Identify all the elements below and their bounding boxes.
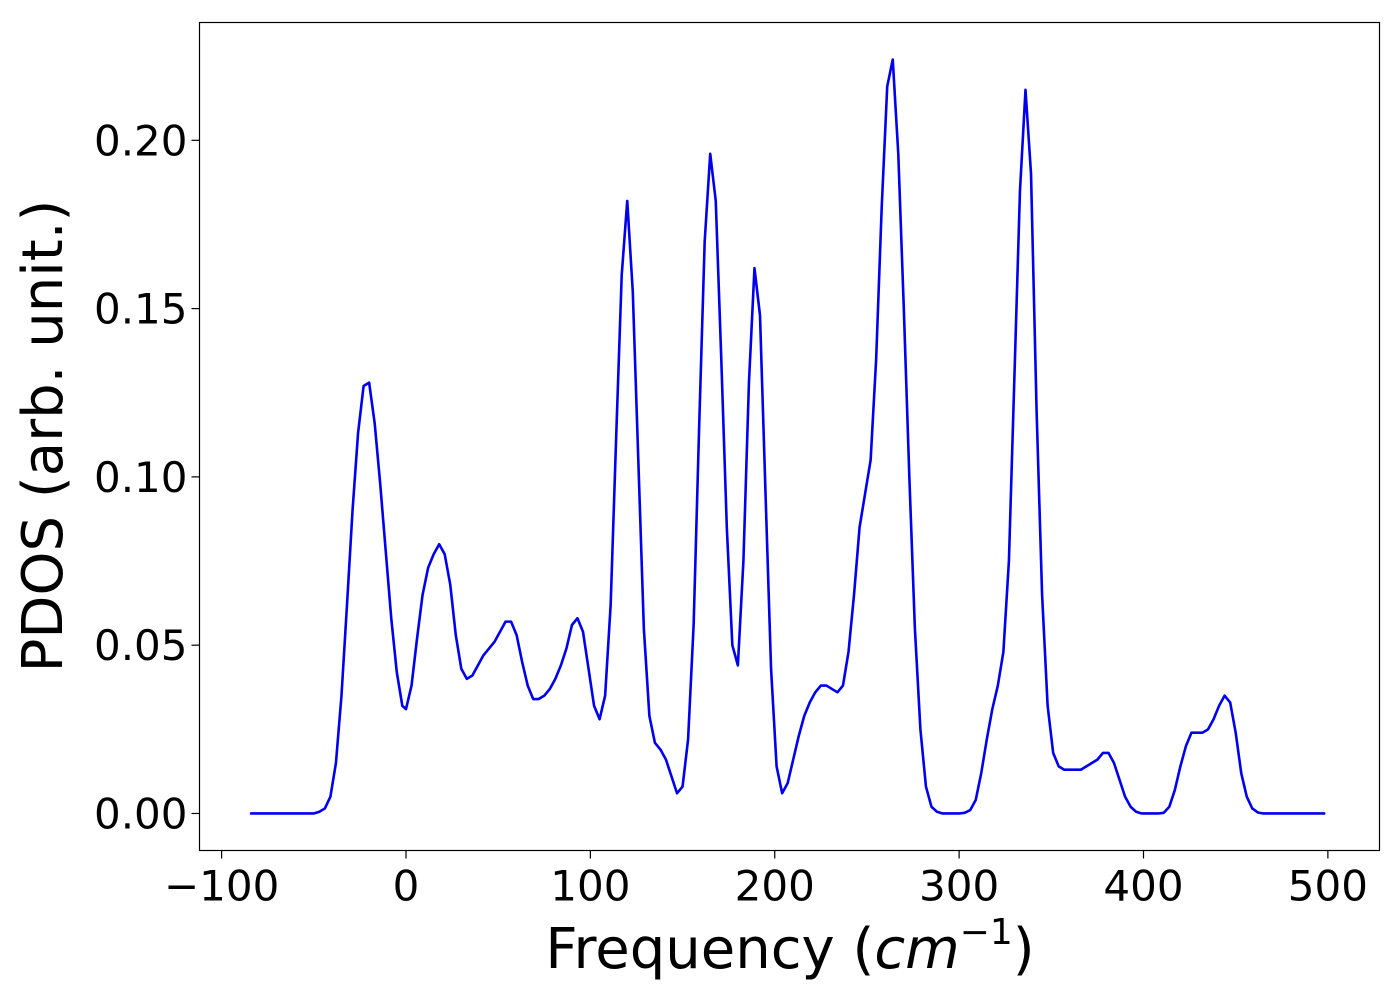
x-tick-label: −100 bbox=[164, 862, 279, 911]
y-tick-label: 0.00 bbox=[94, 789, 188, 838]
y-axis-label: PDOS (arb. unit.) bbox=[11, 200, 76, 673]
x-tick-label: 200 bbox=[735, 862, 815, 911]
y-tick-label: 0.20 bbox=[94, 116, 188, 165]
x-tick-label: 100 bbox=[550, 862, 630, 911]
y-ticks: 0.00 0.05 0.10 0.15 0.20 bbox=[94, 116, 200, 838]
x-tick-label: 400 bbox=[1103, 862, 1183, 911]
x-tick-label: 0 bbox=[393, 862, 420, 911]
x-axis-label-close: ) bbox=[1013, 917, 1035, 982]
x-tick-label: 500 bbox=[1288, 862, 1368, 911]
x-axis-label: Frequency (cm−1) bbox=[545, 912, 1034, 982]
x-ticks: −100 0 100 200 300 400 500 bbox=[164, 850, 1368, 911]
y-tick-label: 0.10 bbox=[94, 453, 188, 502]
x-tick-label: 300 bbox=[919, 862, 999, 911]
y-tick-label: 0.15 bbox=[94, 285, 188, 334]
x-axis-label-exponent: −1 bbox=[960, 912, 1013, 953]
pdos-line bbox=[249, 58, 1326, 815]
plot-frame bbox=[198, 21, 1381, 852]
x-axis-label-unit: cm bbox=[874, 917, 959, 982]
x-axis-label-text: Frequency ( bbox=[545, 917, 874, 982]
y-tick-label: 0.05 bbox=[94, 621, 188, 670]
